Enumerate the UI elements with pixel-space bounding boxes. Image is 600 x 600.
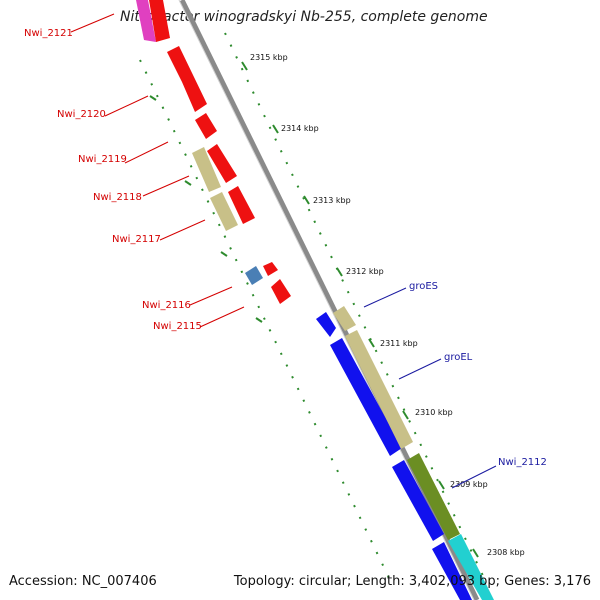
right-strand-genes (316, 306, 494, 600)
left-leader-lines (70, 13, 245, 328)
gene-nwi-2120[interactable] (167, 46, 207, 112)
tick-label-2313: 2313 kbp (313, 196, 351, 205)
gene-nwi-2112[interactable] (407, 453, 460, 540)
gene-nwi-2116-red[interactable] (263, 262, 278, 276)
gene-nwi-2118[interactable] (210, 192, 238, 231)
gene-nwi-2121-fragment-magenta[interactable] (136, 0, 156, 42)
gene-label-nwi-2117: Nwi_2117 (112, 234, 161, 245)
gene-nwi-2115[interactable] (271, 279, 291, 304)
gene-label-nwi-2115: Nwi_2115 (153, 321, 202, 332)
gene-nwi-2112-blue[interactable] (392, 460, 444, 541)
tick-label-2312: 2312 kbp (346, 267, 384, 276)
left-strand-genes (136, 0, 291, 304)
tick-label-2314: 2314 kbp (281, 124, 319, 133)
gene-nwi-2118-red[interactable] (228, 186, 255, 224)
gene-label-nwi-2118: Nwi_2118 (93, 192, 142, 203)
major-ticks (149, 61, 479, 558)
accession-text: Accession: NC_007406 (9, 574, 157, 589)
gene-nwi-2116[interactable] (245, 266, 263, 285)
genome-summary-text: Topology: circular; Length: 3,402,093 bp… (233, 574, 591, 589)
right-gene-labels: groES groEL Nwi_2112 (409, 281, 547, 468)
gene-nwi-2119-red[interactable] (207, 144, 237, 183)
gene-nwi-2121-fragment-red[interactable] (149, 0, 170, 42)
gene-label-nwi-2119: Nwi_2119 (78, 154, 127, 165)
gene-bottom-blue[interactable] (432, 542, 472, 600)
right-leader-lines (363, 287, 497, 489)
tick-labels: 2315 kbp 2314 kbp 2313 kbp 2312 kbp 2311… (250, 53, 525, 557)
gene-groes-blue[interactable] (316, 312, 336, 337)
gene-bottom-cyan[interactable] (448, 534, 494, 600)
genome-backbone (178, 0, 480, 600)
left-gene-labels: Nwi_2121 Nwi_2120 Nwi_2119 Nwi_2118 Nwi_… (24, 28, 202, 332)
outer-tick-track (224, 32, 486, 581)
map-title: Nitrobacter winogradskyi Nb-255, complet… (120, 9, 488, 25)
tick-label-2308: 2308 kbp (487, 548, 525, 557)
gene-label-nwi-2116: Nwi_2116 (142, 300, 191, 311)
tick-label-2310: 2310 kbp (415, 408, 453, 417)
gene-groes[interactable] (333, 306, 356, 331)
gene-nwi-2120-small[interactable] (195, 113, 217, 139)
gene-label-nwi-2121: Nwi_2121 (24, 28, 73, 39)
gene-groel-blue[interactable] (330, 338, 402, 456)
tick-label-2315: 2315 kbp (250, 53, 288, 62)
gene-groel[interactable] (345, 330, 413, 449)
gene-label-groes: groES (409, 281, 438, 292)
gene-label-nwi-2120: Nwi_2120 (57, 109, 106, 120)
gene-nwi-2119[interactable] (192, 147, 221, 192)
gene-label-groel: groEL (444, 352, 473, 363)
gene-label-nwi-2112: Nwi_2112 (498, 457, 547, 468)
tick-label-2309: 2309 kbp (450, 480, 488, 489)
tick-label-2311: 2311 kbp (380, 339, 418, 348)
